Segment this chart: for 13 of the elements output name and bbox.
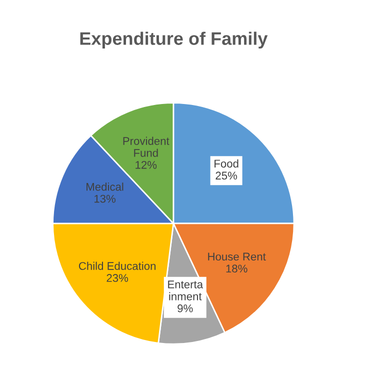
data-label: 12% <box>136 161 157 169</box>
slice-label: Child Education <box>78 262 156 270</box>
slice-label: Medical <box>86 182 124 191</box>
slice-label: House Rent <box>208 252 266 261</box>
chart-title: Expenditure of Family <box>80 32 268 49</box>
slice-label: Provident Fund <box>123 136 170 157</box>
data-label: 13% <box>94 194 116 203</box>
data-label: 18% <box>226 264 248 273</box>
data-label: 25% <box>216 172 238 180</box>
data-label: 9% <box>178 304 193 312</box>
slice-label: Food <box>214 159 238 168</box>
data-label: 23% <box>106 274 128 282</box>
slice-label: Enterta inment <box>168 280 204 300</box>
